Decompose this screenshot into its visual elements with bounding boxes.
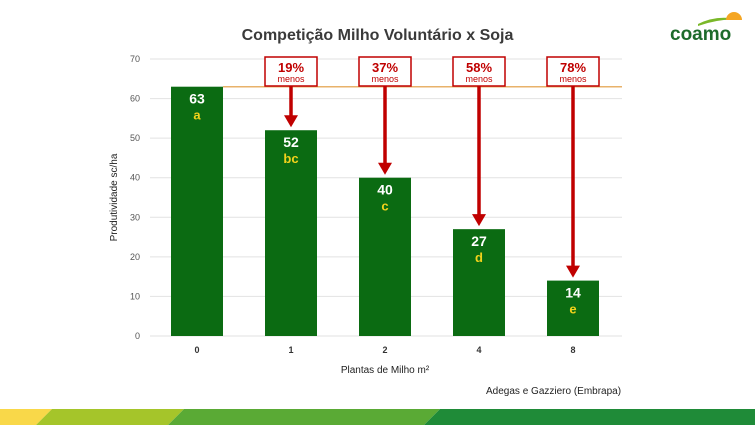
footer-stripes	[0, 0, 755, 425]
